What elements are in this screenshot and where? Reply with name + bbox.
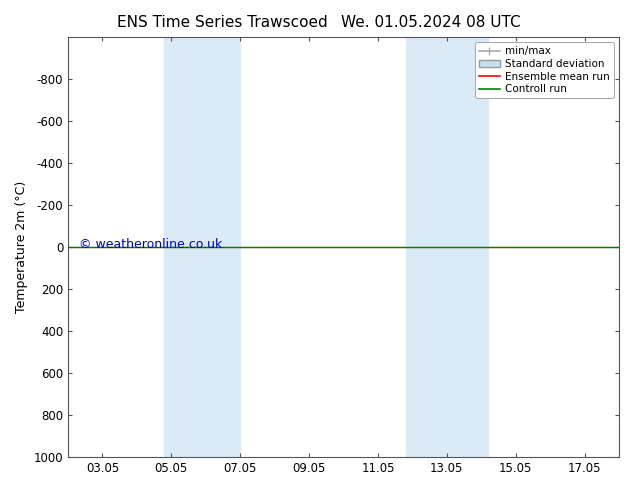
Text: © weatheronline.co.uk: © weatheronline.co.uk [79,239,223,251]
Bar [164,37,240,457]
Bar [406,37,488,457]
Legend: min/max, Standard deviation, Ensemble mean run, Controll run: min/max, Standard deviation, Ensemble me… [475,42,614,98]
Y-axis label: Temperature 2m (°C): Temperature 2m (°C) [15,181,28,313]
Text: ENS Time Series Trawscoed: ENS Time Series Trawscoed [117,15,327,30]
Text: We. 01.05.2024 08 UTC: We. 01.05.2024 08 UTC [341,15,521,30]
